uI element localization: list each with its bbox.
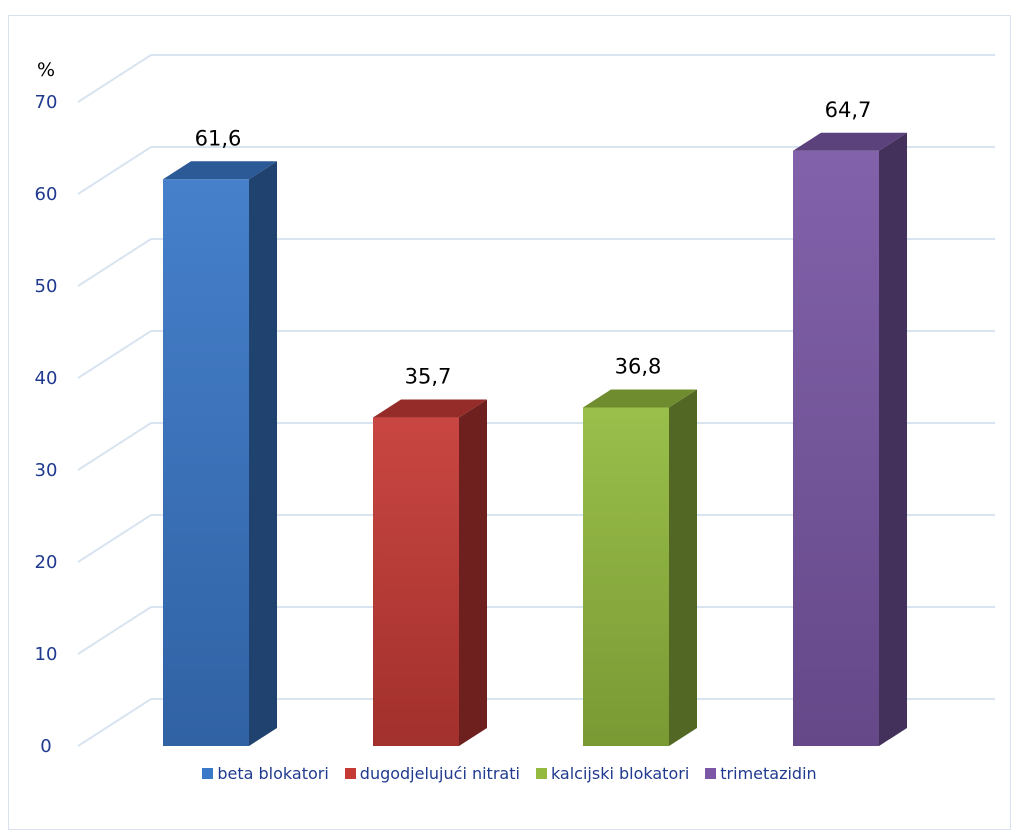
bar-value-label: 61,6: [195, 126, 242, 150]
legend-swatch: [705, 768, 717, 779]
y-axis-label: %: [37, 59, 55, 81]
y-tick-label: 0: [40, 736, 51, 757]
bar-side: [669, 389, 697, 746]
legend-swatch: [202, 768, 214, 779]
bar-front: [373, 417, 459, 746]
bar-top: [793, 132, 907, 151]
bar: [583, 389, 697, 746]
legend-label: trimetazidin: [720, 764, 817, 783]
y-tick-label: 10: [35, 644, 58, 665]
y-tick-label: 60: [35, 184, 58, 205]
bar-value-label: 64,7: [825, 98, 872, 122]
bar-front: [583, 407, 669, 746]
legend-label: kalcijski blokatori: [550, 764, 690, 783]
y-tick-label: 30: [35, 460, 58, 481]
legend-label: beta blokatori: [217, 764, 329, 783]
legend-item: beta blokatori: [202, 764, 329, 783]
y-tick-label: 40: [35, 368, 58, 389]
bar-side: [459, 399, 487, 746]
legend-item: kalcijski blokatori: [535, 764, 690, 783]
y-tick-label: 70: [35, 92, 58, 113]
gridline: [77, 54, 995, 103]
bar-top: [583, 389, 697, 408]
legend-swatch: [344, 768, 356, 779]
legend-swatch: [535, 768, 547, 779]
bar: [163, 161, 277, 746]
bar: [793, 132, 907, 746]
bar-front: [793, 150, 879, 746]
bar: [373, 399, 487, 746]
y-tick-label: 20: [35, 552, 58, 573]
legend: beta blokatori dugodjelujući nitrati kalci…: [0, 764, 1019, 783]
bar-top: [163, 161, 277, 180]
legend-label: dugodjelujući nitrati: [359, 764, 520, 783]
bar-side: [249, 161, 277, 746]
bar-side: [879, 132, 907, 746]
y-tick-label: 50: [35, 276, 58, 297]
legend-item: dugodjelujući nitrati: [344, 764, 520, 783]
bars: [163, 132, 907, 746]
y-axis-ticks: 0 10 20 30 40 50 60 70: [35, 92, 58, 757]
data-labels: 61,6 35,7 36,8 64,7: [195, 98, 872, 389]
bar-value-label: 35,7: [405, 365, 452, 389]
legend-item: trimetazidin: [705, 764, 817, 783]
bar-value-label: 36,8: [615, 354, 662, 378]
bar-front: [163, 179, 249, 746]
bar-top: [373, 399, 487, 418]
